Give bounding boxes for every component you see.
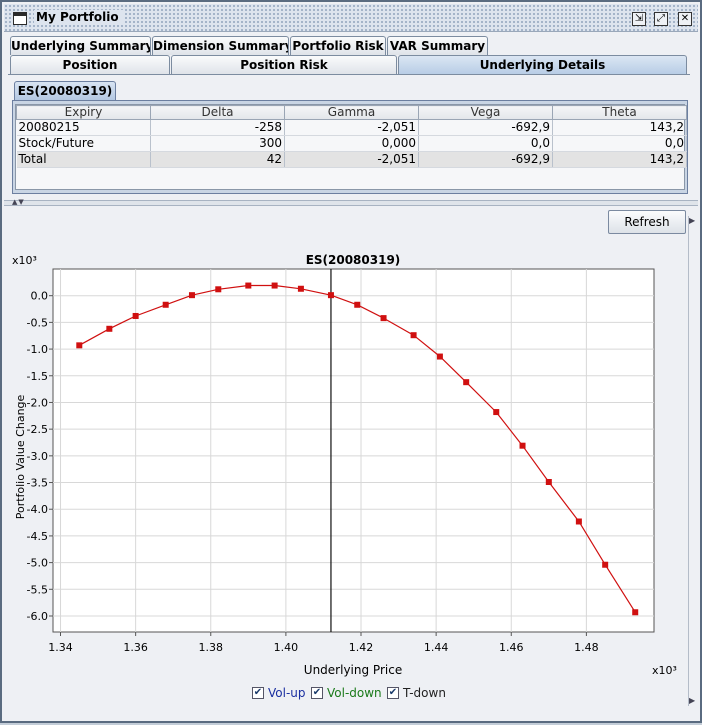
tab-panel-border: [8, 74, 690, 75]
scroll-up-icon[interactable]: ▶: [689, 216, 696, 225]
tab-row-upper: Underlying Summary Dimension Summary Por…: [10, 36, 489, 55]
maximize-icon[interactable]: ⤢: [654, 12, 668, 26]
column-header-delta[interactable]: Delta: [150, 105, 285, 120]
vol-up-checkbox[interactable]: ✔: [252, 687, 264, 699]
table-cell[interactable]: 0,0: [552, 135, 687, 152]
refresh-button[interactable]: Refresh: [608, 210, 686, 234]
tab-position-risk[interactable]: Position Risk: [171, 55, 397, 74]
table-cell[interactable]: 42: [150, 151, 285, 168]
table-cell[interactable]: -258: [150, 119, 285, 136]
split-pane-divider[interactable]: ▲▼: [4, 198, 698, 206]
tab-row-lower: Position Position Risk Underlying Detail…: [10, 55, 688, 74]
greeks-table-viewport: Expiry Delta Gamma Vega Theta 20080215 -…: [15, 104, 687, 190]
greeks-table: Expiry Delta Gamma Vega Theta 20080215 -…: [16, 105, 687, 168]
tab-portfolio-risk[interactable]: Portfolio Risk: [290, 36, 386, 55]
window-title: My Portfolio: [34, 10, 123, 24]
table-cell[interactable]: 143,2: [552, 119, 687, 136]
column-header-vega[interactable]: Vega: [418, 105, 553, 120]
tab-var-summary[interactable]: VAR Summary: [387, 36, 488, 55]
greeks-table-panel: Expiry Delta Gamma Vega Theta 20080215 -…: [12, 100, 688, 194]
window-icon: [13, 12, 27, 25]
subtab-underlying[interactable]: ES(20080319): [14, 81, 116, 100]
vol-down-checkbox[interactable]: ✔: [311, 687, 323, 699]
tab-underlying-details[interactable]: Underlying Details: [398, 55, 687, 74]
table-row[interactable]: 20080215 -258 -2,051 -692,9 143,2: [16, 119, 687, 136]
table-cell[interactable]: -2,051: [284, 119, 419, 136]
table-cell[interactable]: 300: [150, 135, 285, 152]
table-cell[interactable]: 0,000: [284, 135, 419, 152]
tab-underlying-summary[interactable]: Underlying Summary: [10, 36, 151, 55]
legend-label: Vol-down: [327, 686, 382, 700]
title-bar[interactable]: My Portfolio ⇲ ⤢ ✕: [4, 4, 698, 32]
chart-scrollbar[interactable]: ▶ ▶: [688, 216, 696, 706]
t-down-checkbox[interactable]: ✔: [387, 687, 399, 699]
tab-position[interactable]: Position: [10, 55, 170, 74]
table-cell[interactable]: 143,2: [552, 151, 687, 168]
table-row[interactable]: Stock/Future 300 0,000 0,0 0,0: [16, 135, 687, 152]
table-row-total[interactable]: Total 42 -2,051 -692,9 143,2: [16, 151, 687, 168]
legend-label: Vol-up: [268, 686, 306, 700]
table-cell[interactable]: 20080215: [16, 119, 151, 136]
table-cell[interactable]: Stock/Future: [16, 135, 151, 152]
legend-t-down[interactable]: ✔ T-down: [387, 685, 446, 701]
chart-panel: [6, 208, 688, 716]
legend-vol-up[interactable]: ✔ Vol-up: [252, 685, 306, 701]
scroll-down-icon[interactable]: ▶: [689, 696, 696, 705]
table-cell[interactable]: -692,9: [418, 119, 553, 136]
column-header-gamma[interactable]: Gamma: [284, 105, 419, 120]
table-cell[interactable]: 0,0: [418, 135, 553, 152]
column-header-theta[interactable]: Theta: [552, 105, 687, 120]
close-icon[interactable]: ✕: [678, 12, 692, 26]
tab-dimension-summary[interactable]: Dimension Summary: [152, 36, 289, 55]
table-cell[interactable]: -2,051: [284, 151, 419, 168]
splitter-arrows-icon[interactable]: ▲▼: [12, 198, 25, 206]
column-header-expiry[interactable]: Expiry: [16, 105, 151, 120]
legend-vol-down[interactable]: ✔ Vol-down: [311, 685, 382, 701]
minimize-icon[interactable]: ⇲: [632, 12, 646, 26]
legend-label: T-down: [403, 686, 446, 700]
table-cell[interactable]: Total: [16, 151, 151, 168]
table-cell[interactable]: -692,9: [418, 151, 553, 168]
